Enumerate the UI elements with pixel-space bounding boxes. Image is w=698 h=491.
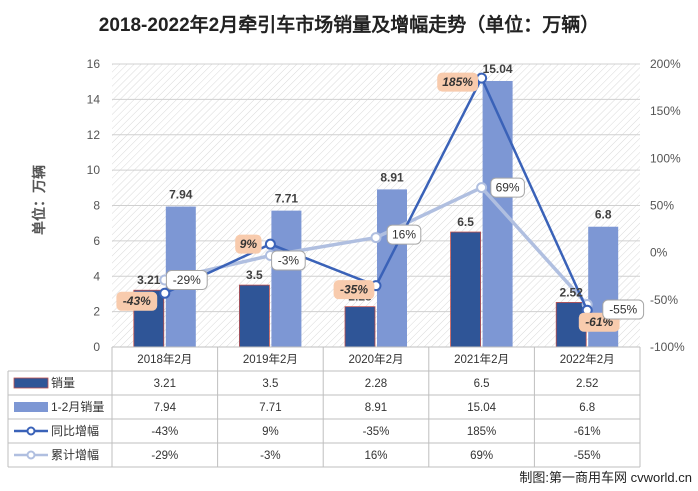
table-cell: -55% <box>574 450 601 462</box>
table-cell: 2.28 <box>365 378 387 390</box>
bar-ytd-label: 7.94 <box>169 188 193 202</box>
yoy-growth-point <box>264 238 276 250</box>
x-tick-label: 2019年2月 <box>243 352 298 366</box>
table-cell: -29% <box>151 450 178 462</box>
bar-ytd <box>482 80 513 347</box>
right-tick-label: 0% <box>650 246 668 260</box>
right-tick-label: 100% <box>650 151 681 165</box>
table-cell: 7.71 <box>259 402 281 414</box>
yoy-growth-label: -35% <box>340 283 368 297</box>
bar-ytd-label: 8.91 <box>380 170 404 184</box>
cumulative-growth-label: 16% <box>392 228 416 242</box>
left-tick-label: 2 <box>93 305 100 319</box>
right-axis: -100% -50% 0% 50% 100% 150% 200% <box>650 57 685 354</box>
x-tick-label: 2021年2月 <box>454 352 509 366</box>
table-cell: 6.5 <box>474 378 490 390</box>
left-tick-label: 6 <box>93 234 100 248</box>
legend-key-marker <box>26 450 36 460</box>
yoy-growth-label-box <box>437 72 478 92</box>
yoy-growth-label: -43% <box>123 294 151 308</box>
cumulative-growth-label-box <box>386 224 422 245</box>
table-cell: 8.91 <box>365 402 387 414</box>
bar-monthly-label: 2.52 <box>560 285 584 299</box>
bar-monthly-label: 3.5 <box>246 268 263 282</box>
x-tick-label: 2018年2月 <box>137 352 192 366</box>
table-cell: -61% <box>574 426 601 438</box>
right-tick-label: 50% <box>650 199 674 213</box>
yoy-growth-label: 185% <box>442 75 473 89</box>
left-tick-label: 0 <box>93 340 100 354</box>
left-tick-label: 8 <box>93 199 100 213</box>
bar-monthly-label: 6.5 <box>457 215 474 229</box>
bar-ytd-label: 15.04 <box>483 62 513 76</box>
cumulative-growth-label: -29% <box>173 273 201 287</box>
x-tick-label: 2020年2月 <box>349 352 404 366</box>
x-tick-label: 2022年2月 <box>560 352 615 366</box>
table-cell: 9% <box>262 426 279 438</box>
right-tick-label: 200% <box>650 57 681 71</box>
cumulative-growth-point <box>476 182 488 194</box>
bar-monthly <box>344 306 376 348</box>
legend-key <box>13 377 49 389</box>
left-axis: 0 2 4 6 8 10 12 14 16 <box>87 57 101 354</box>
legend-label: 1-2月销量 <box>51 400 104 414</box>
yoy-growth-label-box <box>116 291 158 311</box>
yoy-growth-label: 9% <box>240 237 258 251</box>
credit-text: 制图:第一商用车网 cvworld.cn <box>519 470 692 485</box>
table-cell: 2.52 <box>576 378 598 390</box>
bar-monthly <box>450 231 482 348</box>
left-tick-label: 16 <box>87 57 101 71</box>
table-cell: -3% <box>260 450 280 462</box>
table-cell: -35% <box>363 426 390 438</box>
bar-ytd-label: 7.71 <box>275 192 299 206</box>
right-tick-label: -50% <box>650 293 678 307</box>
table-cell: 185% <box>467 426 496 438</box>
table-cell: 3.21 <box>154 378 176 390</box>
y-axis-label: 单位：万辆 <box>31 165 47 235</box>
table-cell: 16% <box>364 450 387 462</box>
right-tick-label: -100% <box>650 340 685 354</box>
left-tick-label: 12 <box>87 128 101 142</box>
table-cell: 6.8 <box>579 402 595 414</box>
bar-ytd-label: 6.8 <box>595 208 612 222</box>
cumulative-growth-label: -55% <box>609 303 637 317</box>
table-cell: 69% <box>470 450 493 462</box>
legend-label: 累计增幅 <box>51 447 99 462</box>
cumulative-growth-label: 69% <box>496 181 520 195</box>
legend-key <box>14 402 48 412</box>
yoy-growth-point <box>159 287 171 299</box>
chart-title: 2018-2022年2月牵引车市场销量及增幅走势（单位：万辆） <box>99 13 599 36</box>
bar-ytd <box>271 210 302 347</box>
table-cell: -43% <box>151 426 178 438</box>
data-labels: 3.217.943.57.712.288.916.515.042.526.8-4… <box>116 62 645 332</box>
legend-key-marker <box>26 426 36 436</box>
table-cell: 3.5 <box>262 378 278 390</box>
bar-ytd <box>377 189 407 347</box>
left-tick-label: 4 <box>93 269 100 283</box>
cumulative-growth-point <box>370 232 382 244</box>
legend-label: 同比增幅 <box>51 423 99 438</box>
cumulative-growth-label: -3% <box>278 253 300 267</box>
bar-monthly <box>238 284 270 348</box>
cumulative-growth-label-box <box>165 270 208 291</box>
cumulative-growth-label-box <box>271 250 306 271</box>
cumulative-growth-label-box <box>602 299 645 320</box>
bar-monthly-label: 3.21 <box>137 273 161 287</box>
table-cell: 15.04 <box>467 402 496 414</box>
yoy-growth-label-box <box>333 280 375 300</box>
yoy-growth-label-box <box>235 234 262 254</box>
right-tick-label: 150% <box>650 104 681 118</box>
table-cell: 7.94 <box>154 402 177 414</box>
legend-label: 销量 <box>51 376 75 390</box>
left-tick-label: 10 <box>87 163 101 177</box>
cumulative-growth-label-box <box>490 177 525 198</box>
left-tick-label: 14 <box>87 92 101 106</box>
